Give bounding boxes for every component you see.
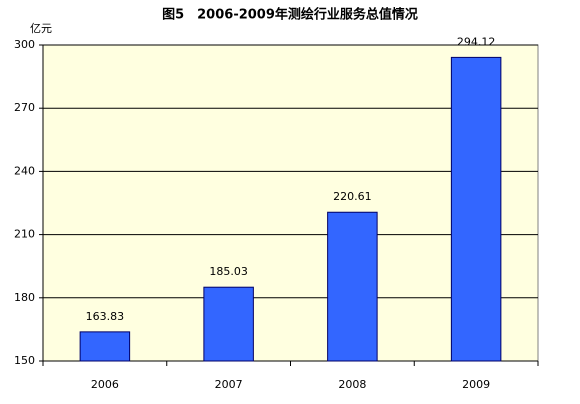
- y-tick-label: 180: [14, 291, 35, 304]
- bar: [450, 56, 502, 362]
- data-label: 163.83: [86, 310, 125, 323]
- y-tick-label: 150: [14, 354, 35, 367]
- bar: [327, 211, 378, 362]
- x-tick-label: 2009: [462, 378, 490, 391]
- x-tick-label: 2006: [91, 378, 119, 391]
- y-tick-label: 270: [14, 101, 35, 114]
- data-label: 185.03: [209, 265, 248, 278]
- bar: [79, 331, 131, 362]
- x-tick-label: 2008: [338, 378, 366, 391]
- chart-title: 图5 2006-2009年测绘行业服务总值情况: [162, 7, 418, 23]
- data-label: 220.61: [333, 190, 372, 203]
- bar: [203, 286, 254, 362]
- y-unit: 亿元: [30, 22, 52, 35]
- data-label: 294.12: [457, 35, 496, 48]
- x-tick-label: 2007: [215, 378, 243, 391]
- y-tick-label: 210: [14, 228, 35, 241]
- y-tick-label: 240: [14, 164, 35, 177]
- y-tick-label: 300: [14, 38, 35, 51]
